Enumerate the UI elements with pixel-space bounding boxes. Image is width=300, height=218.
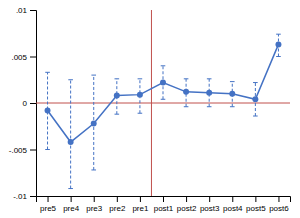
x-tick-label: pre1 xyxy=(132,204,149,213)
marker xyxy=(137,92,143,98)
y-tick-mark xyxy=(30,10,36,11)
plot: -.01 -.005 0 .005 .01 pre5 pre4 pre3 pre2 pre1 pos… xyxy=(9,6,291,213)
error-cap-lower xyxy=(68,188,73,189)
x-tick: post3 xyxy=(200,196,220,213)
error-cap-lower xyxy=(161,99,166,100)
marker xyxy=(229,91,235,97)
y-tick-label: .005 xyxy=(11,53,27,62)
y-tick: -.005 xyxy=(9,146,36,155)
x-tick: pre2 xyxy=(109,196,126,213)
marks xyxy=(36,10,290,196)
error-cap-upper xyxy=(184,78,189,79)
x-tick-label: pre3 xyxy=(86,204,103,213)
x-tick-label: post2 xyxy=(177,204,197,213)
error-cap-upper xyxy=(230,81,235,82)
x-tick-mark xyxy=(94,196,95,202)
x-tick-mark xyxy=(186,196,187,202)
x-tick: pre3 xyxy=(86,196,103,213)
y-tick-label: -.01 xyxy=(13,192,27,201)
y-tick: 0 xyxy=(23,99,36,108)
x-tick: post2 xyxy=(177,196,197,213)
x-tick-mark xyxy=(71,196,72,202)
error-cap-lower xyxy=(115,114,120,115)
x-tick: pre5 xyxy=(40,196,57,213)
error-cap-lower xyxy=(91,169,96,170)
y-tick-label: .01 xyxy=(16,6,28,15)
x-tick-mark xyxy=(278,196,279,202)
x-tick-label: post1 xyxy=(154,204,174,213)
error-cap-lower xyxy=(184,106,189,107)
marker xyxy=(206,90,212,96)
x-axis: pre5 pre4 pre3 pre2 pre1 post1post2post3post4… xyxy=(37,196,291,213)
y-tick: .01 xyxy=(16,6,36,15)
x-axis-line xyxy=(37,197,291,203)
error-cap-lower xyxy=(276,56,281,57)
marker xyxy=(114,93,120,99)
y-tick-label: 0 xyxy=(23,99,28,108)
marker xyxy=(275,41,281,47)
y-tick-mark xyxy=(30,150,36,151)
x-tick-label: pre2 xyxy=(109,204,126,213)
marker xyxy=(183,89,189,95)
x-tick: post4 xyxy=(223,196,243,213)
x-tick-mark xyxy=(255,196,256,202)
x-tick-label: post6 xyxy=(269,204,289,213)
y-tick-mark xyxy=(30,103,36,104)
horizontal-reference-line xyxy=(36,103,290,104)
y-tick-label: -.005 xyxy=(9,146,28,155)
x-tick: post6 xyxy=(269,196,289,213)
error-cap-lower xyxy=(138,113,143,114)
x-tick-label: pre4 xyxy=(63,204,80,213)
x-tick-mark xyxy=(117,196,118,202)
x-tick: post5 xyxy=(246,196,266,213)
x-tick-mark xyxy=(48,196,49,202)
y-tick: -.01 xyxy=(13,192,36,201)
error-cap-upper xyxy=(68,79,73,80)
x-tick-mark xyxy=(209,196,210,202)
marker xyxy=(252,96,258,102)
marker xyxy=(68,139,74,145)
error-cap-lower xyxy=(45,149,50,150)
x-tick-mark xyxy=(232,196,233,202)
error-bars xyxy=(45,34,281,188)
line xyxy=(48,44,279,142)
markers xyxy=(45,41,282,145)
error-cap-upper xyxy=(45,72,50,73)
x-tick-mark xyxy=(163,196,164,202)
y-tick: .005 xyxy=(11,53,36,62)
x-tick: pre1 xyxy=(132,196,149,213)
error-cap-upper xyxy=(91,75,96,76)
y-axis-line xyxy=(30,11,37,197)
error-cap-upper xyxy=(115,78,120,79)
x-tick-label: post4 xyxy=(223,204,243,213)
x-tick-label: post5 xyxy=(246,204,266,213)
error-cap-upper xyxy=(276,34,281,35)
vertical-reference-line xyxy=(151,10,152,196)
chart: -.01 -.005 0 .005 .01 pre5 pre4 pre3 pre2 pre1 pos… xyxy=(0,0,300,218)
error-bar xyxy=(70,80,71,189)
x-tick-mark xyxy=(140,196,141,202)
y-tick-mark xyxy=(30,57,36,58)
error-cap-lower xyxy=(230,106,235,107)
chart-container: -.01 -.005 0 .005 .01 pre5 pre4 pre3 pre2 pre1 pos… xyxy=(0,0,300,218)
x-tick-label: post3 xyxy=(200,204,220,213)
error-cap-upper xyxy=(138,78,143,79)
marker xyxy=(160,80,166,86)
x-tick: pre4 xyxy=(63,196,80,213)
marker xyxy=(45,107,51,113)
y-axis: -.01 -.005 0 .005 .01 xyxy=(9,6,37,201)
error-cap-upper xyxy=(253,82,258,83)
x-tick: post1 xyxy=(154,196,174,213)
error-cap-lower xyxy=(253,116,258,117)
y-tick-mark xyxy=(30,196,36,197)
x-tick-label: pre5 xyxy=(40,204,57,213)
error-cap-lower xyxy=(207,106,212,107)
marker xyxy=(91,120,97,126)
error-cap-upper xyxy=(207,78,212,79)
error-cap-upper xyxy=(161,65,166,66)
